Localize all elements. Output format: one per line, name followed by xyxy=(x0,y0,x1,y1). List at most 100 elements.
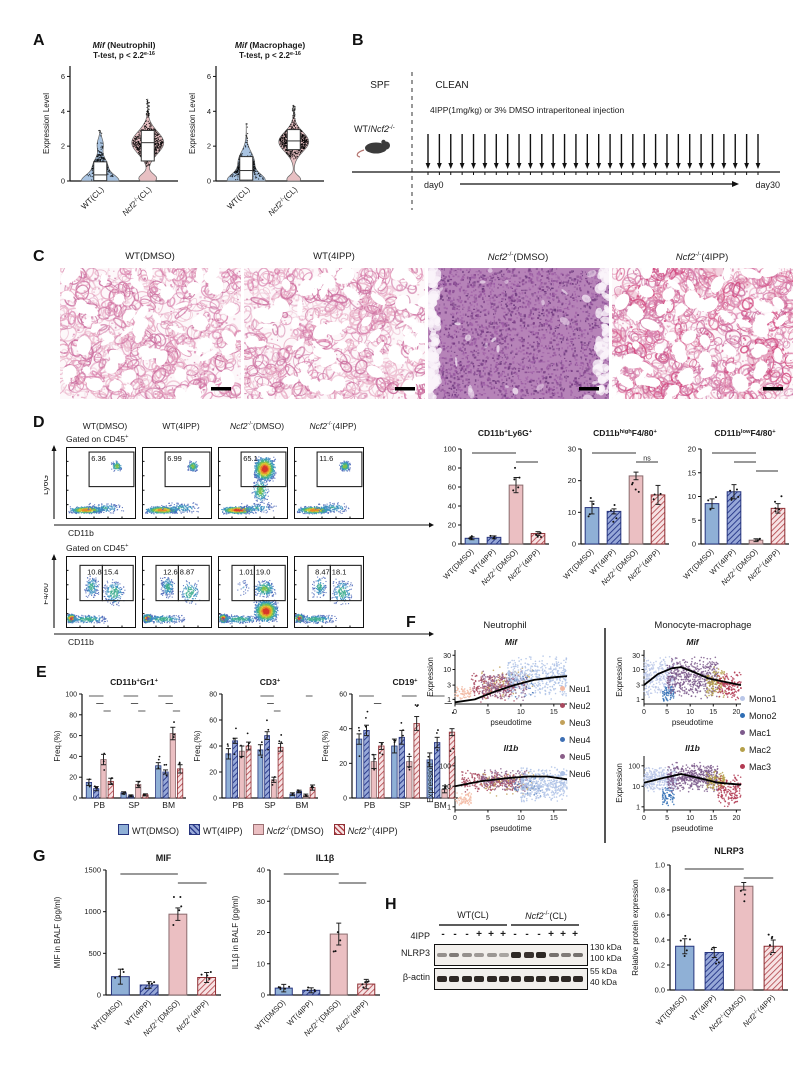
circle-el xyxy=(292,110,294,112)
circle-el xyxy=(244,161,246,163)
circle-el xyxy=(298,147,300,149)
circle-el xyxy=(239,161,241,164)
circle-el xyxy=(491,678,494,681)
circle-el xyxy=(289,141,292,143)
circle-el xyxy=(493,691,495,693)
circle-el xyxy=(296,153,298,155)
circle-el xyxy=(146,101,148,103)
circle-el xyxy=(102,163,104,165)
circle-el xyxy=(488,685,491,687)
circle-el xyxy=(494,693,496,696)
circle-el xyxy=(511,789,514,792)
circle-el xyxy=(551,674,554,677)
legend-item: WT(4IPP) xyxy=(189,824,243,836)
circle-el xyxy=(244,162,246,165)
circle-el xyxy=(253,163,255,165)
circle-el xyxy=(106,168,109,170)
circle-el xyxy=(242,168,245,171)
circle-el xyxy=(288,153,290,156)
circle-el xyxy=(501,782,504,785)
circle-el xyxy=(155,134,157,136)
circle-el xyxy=(529,783,532,786)
rect-el xyxy=(286,129,301,151)
circle-el xyxy=(227,745,229,747)
circle-el xyxy=(284,139,287,141)
tspan-el: 1 xyxy=(447,804,451,811)
circle-el xyxy=(495,687,498,690)
text-el: 100 xyxy=(65,692,77,699)
circle-el xyxy=(140,152,142,155)
circle-el xyxy=(284,140,286,142)
circle-el xyxy=(107,167,109,169)
tspan-el: CD11b xyxy=(68,528,94,538)
circle-el xyxy=(564,683,567,685)
circle-el xyxy=(517,674,520,676)
circle-el xyxy=(148,145,150,147)
circle-el xyxy=(267,728,270,731)
text-el: WT(4IPP) xyxy=(708,547,738,577)
circle-el xyxy=(286,133,289,135)
circle-el xyxy=(494,695,496,698)
rect-el xyxy=(127,795,134,799)
tspan-el: -/- xyxy=(637,562,645,570)
rect-el xyxy=(441,788,448,799)
circle-el xyxy=(140,154,142,157)
circle-el xyxy=(529,784,531,787)
circle-el xyxy=(243,163,245,165)
gated-on-cd45-label: Gated on CD45+ xyxy=(66,434,129,444)
circle-el xyxy=(519,668,522,670)
circle-el xyxy=(146,106,148,109)
circle-el xyxy=(533,789,535,792)
circle-el xyxy=(485,785,488,788)
tspan-el: day0 xyxy=(424,180,444,190)
circle-el xyxy=(160,145,162,147)
circle-el xyxy=(147,102,149,104)
circle-el xyxy=(242,161,244,163)
circle-el xyxy=(548,678,550,681)
tspan-el: SPF xyxy=(370,80,389,91)
circle-el xyxy=(294,155,296,157)
circle-el xyxy=(287,147,289,149)
circle-el xyxy=(505,694,507,697)
circle-el xyxy=(538,785,541,788)
circle-el xyxy=(98,154,100,156)
circle-el xyxy=(512,787,515,790)
circle-el xyxy=(557,787,560,790)
rect-el xyxy=(264,735,270,799)
circle-el xyxy=(98,153,100,155)
circle-el xyxy=(514,676,517,679)
circle-el xyxy=(248,156,250,158)
circle-el xyxy=(464,800,467,803)
circle-el xyxy=(515,778,518,781)
circle-el xyxy=(497,696,499,699)
circle-el xyxy=(553,796,556,798)
circle-el xyxy=(302,135,304,137)
circle-el xyxy=(543,773,545,776)
circle-el xyxy=(93,163,95,165)
circle-el xyxy=(137,147,139,150)
circle-el xyxy=(477,787,480,790)
circle-el xyxy=(287,132,290,134)
circle-el xyxy=(286,139,289,142)
circle-el xyxy=(653,493,656,496)
circle-el xyxy=(250,164,252,166)
circle-el xyxy=(512,780,515,782)
circle-el xyxy=(100,163,102,165)
circle-el xyxy=(514,674,517,677)
circle-el xyxy=(141,133,143,135)
circle-el xyxy=(537,784,540,787)
circle-el xyxy=(147,145,149,147)
circle-el xyxy=(562,676,564,679)
tspan-el: (DMSO) xyxy=(494,547,520,573)
circle-el xyxy=(548,779,551,782)
circle-el xyxy=(508,689,511,692)
circle-el xyxy=(555,665,558,667)
circle-el xyxy=(544,796,546,799)
circle-el xyxy=(250,163,253,165)
circle-el xyxy=(519,774,522,777)
circle-el xyxy=(456,792,458,794)
circle-el xyxy=(494,772,496,775)
circle-el xyxy=(283,138,285,140)
circle-el xyxy=(285,135,287,137)
tspan-el: -/- xyxy=(490,567,498,575)
